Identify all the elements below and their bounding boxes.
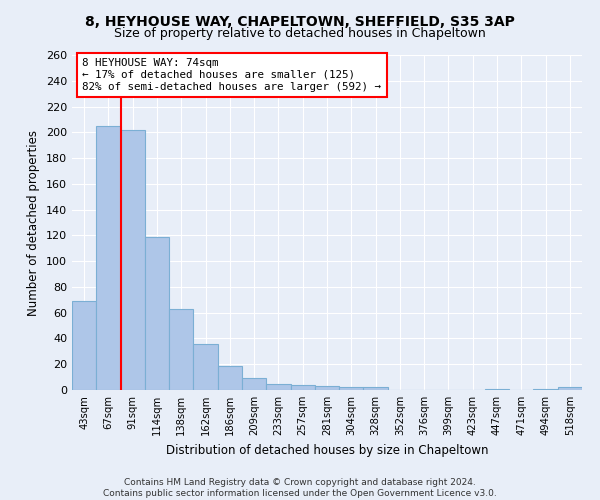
Bar	[193, 344, 218, 390]
X-axis label: Distribution of detached houses by size in Chapeltown: Distribution of detached houses by size …	[166, 444, 488, 456]
Bar	[218, 366, 242, 390]
Text: 8 HEYHOUSE WAY: 74sqm
← 17% of detached houses are smaller (125)
82% of semi-det: 8 HEYHOUSE WAY: 74sqm ← 17% of detached …	[82, 58, 381, 92]
Bar	[266, 384, 290, 390]
Bar	[533, 388, 558, 390]
Bar	[315, 386, 339, 390]
Y-axis label: Number of detached properties: Number of detached properties	[28, 130, 40, 316]
Bar	[121, 130, 145, 390]
Bar	[72, 301, 96, 390]
Bar	[169, 309, 193, 390]
Bar	[145, 236, 169, 390]
Text: Size of property relative to detached houses in Chapeltown: Size of property relative to detached ho…	[114, 28, 486, 40]
Bar	[290, 385, 315, 390]
Text: Contains HM Land Registry data © Crown copyright and database right 2024.
Contai: Contains HM Land Registry data © Crown c…	[103, 478, 497, 498]
Bar	[485, 388, 509, 390]
Bar	[96, 126, 121, 390]
Bar	[339, 388, 364, 390]
Bar	[242, 378, 266, 390]
Bar	[558, 388, 582, 390]
Bar	[364, 388, 388, 390]
Text: 8, HEYHOUSE WAY, CHAPELTOWN, SHEFFIELD, S35 3AP: 8, HEYHOUSE WAY, CHAPELTOWN, SHEFFIELD, …	[85, 15, 515, 29]
